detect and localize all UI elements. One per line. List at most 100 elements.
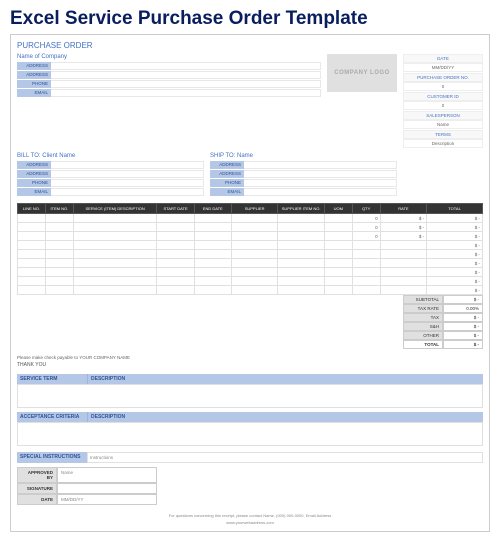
shipto-field-row: ADDRESS bbox=[210, 170, 397, 178]
company-field-label: EMAIL bbox=[17, 89, 51, 97]
bill-to-block: BILL TO: Client Name ADDRESSADDRESSPHONE… bbox=[17, 153, 204, 197]
table-cell bbox=[324, 250, 352, 259]
approval-label: SIGNATURE bbox=[17, 483, 57, 494]
billto-field-value bbox=[51, 188, 204, 196]
table-cell bbox=[73, 250, 157, 259]
table-cell bbox=[45, 232, 73, 241]
table-cell: $ - bbox=[427, 241, 483, 250]
table-cell bbox=[18, 268, 46, 277]
table-cell: $ - bbox=[427, 232, 483, 241]
table-cell: 0 bbox=[352, 223, 380, 232]
total-label: TOTAL bbox=[403, 340, 443, 349]
billto-field-row: EMAIL bbox=[17, 188, 204, 196]
shipto-field-row: PHONE bbox=[210, 179, 397, 187]
items-column-header: UOM bbox=[324, 204, 352, 214]
company-field-row: ADDRESS bbox=[17, 62, 321, 70]
shipto-field-value bbox=[244, 188, 397, 196]
billto-field-label: ADDRESS bbox=[17, 161, 51, 169]
table-cell bbox=[231, 241, 278, 250]
table-cell bbox=[73, 259, 157, 268]
table-cell bbox=[157, 259, 194, 268]
order-meta: DATEMM/DD/YYPURCHASE ORDER NO.0CUSTOMER … bbox=[403, 54, 483, 149]
table-cell: $ - bbox=[380, 232, 427, 241]
items-column-header: RATE bbox=[380, 204, 427, 214]
items-column-header: END DATE bbox=[194, 204, 231, 214]
items-column-header: ITEM NO. bbox=[45, 204, 73, 214]
billto-field-label: ADDRESS bbox=[17, 170, 51, 178]
instructions-body: Instructions bbox=[87, 452, 483, 463]
table-cell bbox=[18, 223, 46, 232]
shipto-field-row: EMAIL bbox=[210, 188, 397, 196]
table-cell bbox=[194, 232, 231, 241]
table-cell: $ - bbox=[427, 250, 483, 259]
table-row: $ - bbox=[18, 268, 483, 277]
table-cell bbox=[278, 277, 325, 286]
approval-block: APPROVED BYNameSIGNATUREDATEMM/DD/YY bbox=[17, 467, 157, 505]
table-cell bbox=[324, 277, 352, 286]
company-field-row: PHONE bbox=[17, 80, 321, 88]
shipto-field-value bbox=[244, 161, 397, 169]
table-cell bbox=[73, 277, 157, 286]
meta-value: MM/DD/YY bbox=[403, 63, 483, 72]
table-cell bbox=[157, 223, 194, 232]
table-cell bbox=[278, 286, 325, 295]
table-cell bbox=[18, 214, 46, 223]
meta-row: TERMSDescription bbox=[403, 130, 483, 148]
company-field-row: ADDRESS bbox=[17, 71, 321, 79]
company-field-value bbox=[51, 80, 321, 88]
table-cell bbox=[352, 250, 380, 259]
table-cell bbox=[194, 214, 231, 223]
table-cell bbox=[324, 268, 352, 277]
table-cell: $ - bbox=[380, 223, 427, 232]
table-cell bbox=[73, 232, 157, 241]
table-cell bbox=[157, 241, 194, 250]
company-field-label: ADDRESS bbox=[17, 62, 51, 70]
table-cell: $ - bbox=[427, 286, 483, 295]
meta-row: DATEMM/DD/YY bbox=[403, 54, 483, 72]
service-term-label: SERVICE TERM bbox=[17, 374, 87, 384]
table-cell bbox=[380, 286, 427, 295]
table-cell bbox=[380, 241, 427, 250]
shipto-field-label: ADDRESS bbox=[210, 170, 244, 178]
approval-row: SIGNATURE bbox=[17, 483, 157, 494]
acceptance-body bbox=[17, 422, 483, 446]
company-field-value bbox=[51, 89, 321, 97]
company-field-label: ADDRESS bbox=[17, 71, 51, 79]
company-field-value bbox=[51, 71, 321, 79]
meta-row: CUSTOMER ID0 bbox=[403, 92, 483, 110]
table-cell bbox=[18, 232, 46, 241]
table-row: $ - bbox=[18, 286, 483, 295]
acceptance-desc-header: DESCRIPTION bbox=[87, 412, 483, 422]
totals-block: SUBTOTAL$ -TAX RATE0.00%TAX$ -S&H$ -OTHE… bbox=[17, 295, 483, 349]
totals-row: S&H$ - bbox=[17, 322, 483, 331]
table-cell: $ - bbox=[427, 268, 483, 277]
table-cell bbox=[45, 214, 73, 223]
table-cell bbox=[73, 214, 157, 223]
totals-label: TAX bbox=[403, 313, 443, 322]
table-cell bbox=[194, 277, 231, 286]
items-column-header: TOTAL bbox=[427, 204, 483, 214]
table-cell bbox=[352, 277, 380, 286]
approval-row: DATEMM/DD/YY bbox=[17, 494, 157, 505]
table-cell bbox=[324, 214, 352, 223]
totals-row: OTHER$ - bbox=[17, 331, 483, 340]
company-name-title: Name of Company bbox=[17, 54, 321, 60]
table-cell bbox=[73, 223, 157, 232]
items-column-header: SUPPLIER ITEM NO. bbox=[278, 204, 325, 214]
instructions-label: SPECIAL INSTRUCTIONS bbox=[17, 452, 87, 463]
table-cell bbox=[324, 259, 352, 268]
totals-row: TAX RATE0.00% bbox=[17, 304, 483, 313]
acceptance-label: ACCEPTANCE CRITERIA bbox=[17, 412, 87, 422]
table-cell bbox=[194, 223, 231, 232]
table-cell bbox=[278, 250, 325, 259]
table-cell bbox=[352, 241, 380, 250]
approval-value bbox=[57, 483, 157, 494]
table-cell bbox=[157, 268, 194, 277]
table-cell bbox=[231, 259, 278, 268]
totals-label: OTHER bbox=[403, 331, 443, 340]
table-cell bbox=[278, 259, 325, 268]
billto-field-row: ADDRESS bbox=[17, 161, 204, 169]
approval-row: APPROVED BYName bbox=[17, 467, 157, 483]
meta-label: DATE bbox=[403, 54, 483, 63]
table-cell bbox=[45, 223, 73, 232]
